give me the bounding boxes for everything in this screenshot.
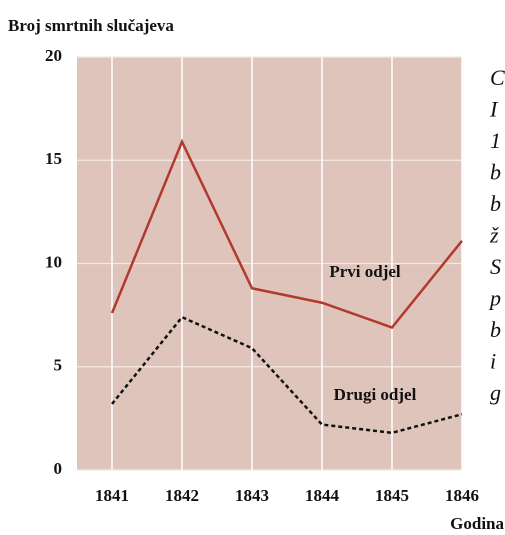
series-label: Prvi odjel	[329, 262, 401, 281]
chart-title: Broj smrtnih slučajeva	[8, 16, 174, 35]
x-axis-label: Godina	[450, 514, 504, 533]
x-tick-label: 1843	[235, 486, 269, 505]
x-tick-label: 1845	[375, 486, 409, 505]
side-text: 1	[490, 128, 501, 153]
x-tick-label: 1841	[95, 486, 129, 505]
side-text: C	[490, 65, 505, 90]
y-tick-label: 5	[54, 356, 63, 375]
series-label: Drugi odjel	[334, 385, 417, 404]
side-text: ž	[489, 223, 499, 248]
x-tick-label: 1846	[445, 486, 479, 505]
side-text: I	[489, 97, 499, 122]
x-tick-label: 1842	[165, 486, 199, 505]
side-text: i	[490, 349, 496, 374]
series-line	[111, 315, 463, 435]
y-tick-label: 10	[45, 252, 62, 271]
side-text: b	[490, 317, 501, 342]
side-text: b	[490, 191, 501, 216]
y-tick-label: 20	[45, 46, 62, 65]
y-tick-label: 15	[45, 149, 62, 168]
series-line	[110, 138, 463, 329]
side-text: S	[490, 254, 501, 279]
side-text: p	[488, 286, 501, 311]
side-text: b	[490, 160, 501, 185]
x-tick-label: 1844	[305, 486, 340, 505]
y-tick-label: 0	[54, 459, 63, 478]
side-text: g	[490, 380, 501, 405]
